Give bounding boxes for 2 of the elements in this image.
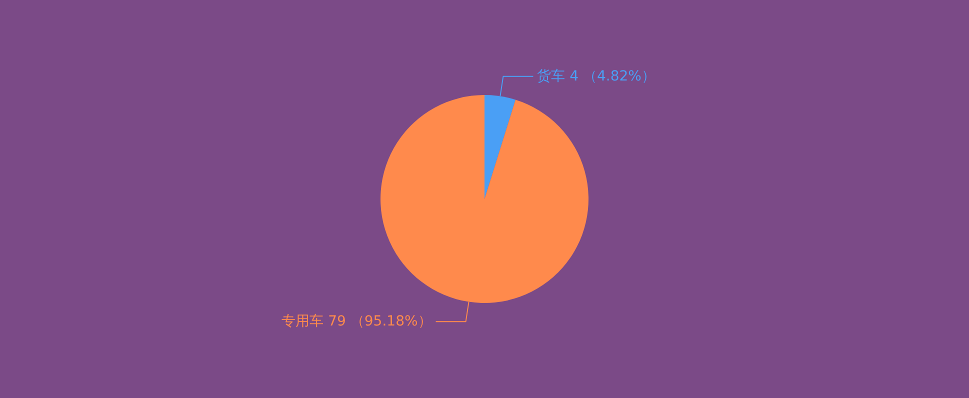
slice-label: 专用车 79 （95.18%） <box>282 314 432 330</box>
slice-label: 货车 4 （4.82%） <box>537 68 656 84</box>
